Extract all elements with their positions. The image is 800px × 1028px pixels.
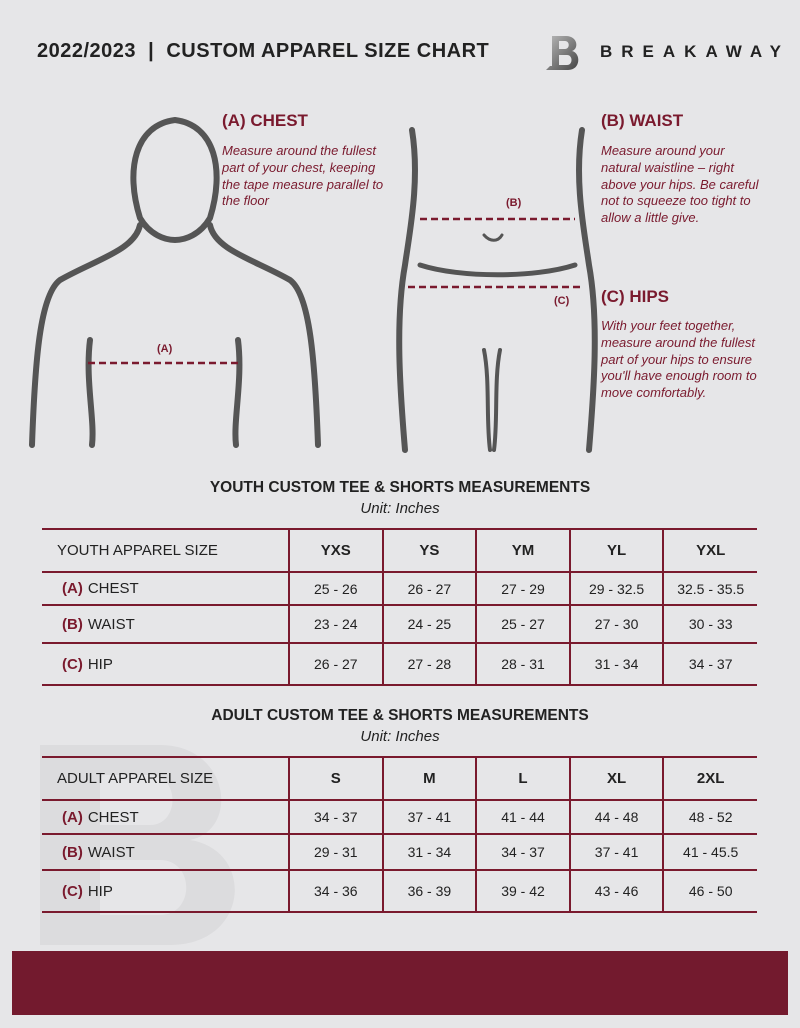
adult-size-table: ADULT APPAREL SIZE S M L XL 2XL (A) CHEST 34 - 3… [42, 756, 757, 913]
measurement-label: (A) CHEST [42, 799, 289, 835]
measurement-code: (B) [62, 615, 83, 633]
measurement-value: 46 - 50 [662, 869, 757, 913]
measurement-code: (A) [62, 808, 83, 826]
measurement-value: 23 - 24 [288, 604, 383, 644]
measurement-value: 32.5 - 35.5 [662, 571, 757, 606]
size-header: 2XL [662, 756, 757, 801]
chest-description: Measure around the fullest part of your … [222, 143, 384, 209]
measurement-name: WAIST [87, 843, 135, 861]
measurement-value: 34 - 37 [662, 642, 757, 686]
measurement-value: 31 - 34 [381, 833, 477, 871]
measurement-value: 36 - 39 [381, 869, 477, 913]
table-row: (B) WAIST 29 - 31 31 - 34 34 - 37 37 - 41 41 -… [42, 833, 757, 871]
measurement-value: 43 - 46 [568, 869, 664, 913]
measurement-value: 30 - 33 [662, 604, 757, 644]
youth-table-title: YOUTH CUSTOM TEE & SHORTS MEASUREMENTS [209, 479, 591, 496]
table-row: (B) WAIST 23 - 24 24 - 25 25 - 27 27 - 30 30 -… [42, 604, 757, 644]
size-label-header: YOUTH APPAREL SIZE [42, 528, 289, 573]
measurement-value: 26 - 27 [381, 571, 477, 606]
measurement-value: 26 - 27 [288, 642, 383, 686]
measurement-code: (B) [62, 843, 83, 861]
measurement-label: (B) WAIST [42, 604, 289, 644]
measurement-name: CHEST [87, 580, 139, 597]
measurement-value: 48 - 52 [662, 799, 757, 835]
chest-heading: (A) CHEST [222, 111, 308, 130]
measurement-label: (B) WAIST [42, 833, 289, 871]
measurement-value: 44 - 48 [568, 799, 664, 835]
size-header: L [475, 756, 570, 801]
table-row: (A) CHEST 25 - 26 26 - 27 27 - 29 29 - 32.5 32… [42, 571, 757, 606]
size-header: M [381, 756, 477, 801]
breakaway-logo-icon [546, 36, 579, 70]
measurement-value: 28 - 31 [475, 642, 570, 686]
measurement-value: 29 - 32.5 [568, 571, 664, 606]
measurement-value: 39 - 42 [475, 869, 570, 913]
size-header: YS [381, 528, 477, 573]
measurement-code: (A) [62, 580, 83, 597]
measurement-value: 29 - 31 [288, 833, 383, 871]
measurement-code: (C) [62, 655, 83, 673]
measurement-value: 27 - 29 [475, 571, 570, 606]
measurement-code: (C) [62, 882, 83, 900]
brand-name: BREAKAWAY [600, 42, 790, 61]
measurement-value: 27 - 30 [568, 604, 664, 644]
measurement-value: 27 - 28 [381, 642, 477, 686]
measurement-name: WAIST [87, 615, 135, 633]
size-header: YXL [662, 528, 757, 573]
table-header-row: YOUTH APPAREL SIZE YXS YS YM YL YXL [42, 528, 757, 573]
footer-bar [12, 951, 788, 1015]
measurement-name: HIP [87, 655, 113, 673]
measurement-label: (C) HIP [42, 642, 289, 686]
size-header: S [288, 756, 383, 801]
waist-heading: (B) WAIST [601, 111, 684, 130]
measurement-value: 41 - 45.5 [662, 833, 757, 871]
page-title: 2022/2023 | CUSTOM APPAREL SIZE CHART [37, 40, 490, 62]
hips-description: With your feet together, measure around … [601, 318, 757, 401]
measurement-value: 31 - 34 [568, 642, 664, 686]
body-figures-illustration [29, 116, 598, 453]
measurement-value: 25 - 27 [475, 604, 570, 644]
measurement-value: 25 - 26 [288, 571, 383, 606]
measurement-name: HIP [87, 882, 113, 900]
measurement-value: 37 - 41 [381, 799, 477, 835]
hips-heading: (C) HIPS [601, 287, 669, 306]
waist-description: Measure around your natural waistline – … [601, 143, 759, 226]
size-header: XL [568, 756, 664, 801]
table-row: (C) HIP 34 - 36 36 - 39 39 - 42 43 - 46 46 - 5… [42, 869, 757, 913]
size-header: YXS [288, 528, 383, 573]
measurement-value: 34 - 37 [288, 799, 383, 835]
table-row: (A) CHEST 34 - 37 37 - 41 41 - 44 44 - 48 48 -… [42, 799, 757, 835]
adult-table-title: ADULT CUSTOM TEE & SHORTS MEASUREMENTS [211, 707, 589, 724]
hips-marker: (C) [554, 295, 570, 307]
measurement-value: 34 - 36 [288, 869, 383, 913]
measurement-value: 41 - 44 [475, 799, 570, 835]
table-row: (C) HIP 26 - 27 27 - 28 28 - 31 31 - 34 34 - 3… [42, 642, 757, 686]
waist-marker: (B) [506, 197, 522, 209]
chest-marker: (A) [157, 343, 173, 355]
youth-unit: Unit: Inches [360, 500, 440, 517]
measurement-name: CHEST [87, 808, 139, 826]
adult-unit: Unit: Inches [360, 728, 440, 745]
table-header-row: ADULT APPAREL SIZE S M L XL 2XL [42, 756, 757, 801]
measurement-label: (C) HIP [42, 869, 289, 913]
youth-size-table: YOUTH APPAREL SIZE YXS YS YM YL YXL (A) CHEST 25… [42, 528, 757, 686]
measurement-value: 24 - 25 [381, 604, 477, 644]
size-header: YM [475, 528, 570, 573]
size-label-header: ADULT APPAREL SIZE [42, 756, 289, 801]
measurement-value: 37 - 41 [568, 833, 664, 871]
size-header: YL [568, 528, 664, 573]
measurement-label: (A) CHEST [42, 571, 289, 606]
measurement-value: 34 - 37 [475, 833, 570, 871]
